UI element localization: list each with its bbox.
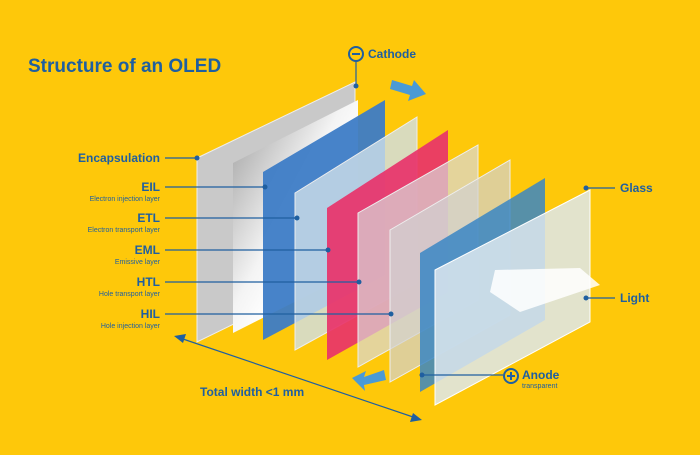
arrowhead [410, 413, 422, 422]
total-width: Total width <1 mm [174, 334, 422, 422]
layer-label: EIL [141, 180, 160, 194]
layer-label: EML [135, 243, 160, 257]
layers [196, 81, 600, 406]
cathode-label: Cathode [368, 47, 416, 61]
layer-label: HTL [137, 275, 160, 289]
glass-label: Glass [620, 181, 653, 195]
light-label: Light [620, 291, 649, 305]
cathode: Cathode [348, 46, 426, 101]
hole-arrow [352, 370, 386, 391]
left-labels: Encapsulation EIL Electron injection lay… [78, 151, 394, 330]
leader-dot [194, 155, 200, 161]
plus-icon [503, 368, 519, 384]
leader-dot [419, 372, 425, 378]
anode: Anode transparent [352, 368, 560, 391]
plus-sign [507, 372, 515, 380]
leader-dot [353, 83, 359, 89]
layer-sublabel: Hole injection layer [101, 323, 161, 330]
arrowhead [174, 334, 186, 343]
electron-arrow [390, 80, 426, 101]
layer-label: Encapsulation [78, 151, 160, 165]
leader-dot [583, 185, 589, 191]
layer-sublabel: Emissive layer [115, 259, 161, 266]
light-beam [490, 268, 600, 312]
layer-sublabel: Hole transport layer [99, 291, 161, 298]
leader-dot [325, 247, 331, 253]
anode-sublabel: transparent [522, 383, 557, 390]
anode-label: Anode [522, 368, 560, 382]
leader-dot [388, 311, 394, 317]
leader-dot [356, 279, 362, 285]
layer-sublabel: Electron injection layer [90, 196, 161, 203]
right-labels: Glass Light [583, 181, 653, 305]
leader-dot [583, 295, 589, 301]
dimension-line [179, 337, 417, 419]
leader-dot [294, 215, 300, 221]
total-width-label: Total width <1 mm [200, 385, 304, 399]
title: Structure of an OLED [28, 56, 221, 77]
layer-sublabel: Electron transport layer [88, 227, 161, 234]
layer-label: ETL [137, 211, 160, 225]
leader-dot [262, 184, 268, 190]
layer-label: HIL [141, 307, 160, 321]
